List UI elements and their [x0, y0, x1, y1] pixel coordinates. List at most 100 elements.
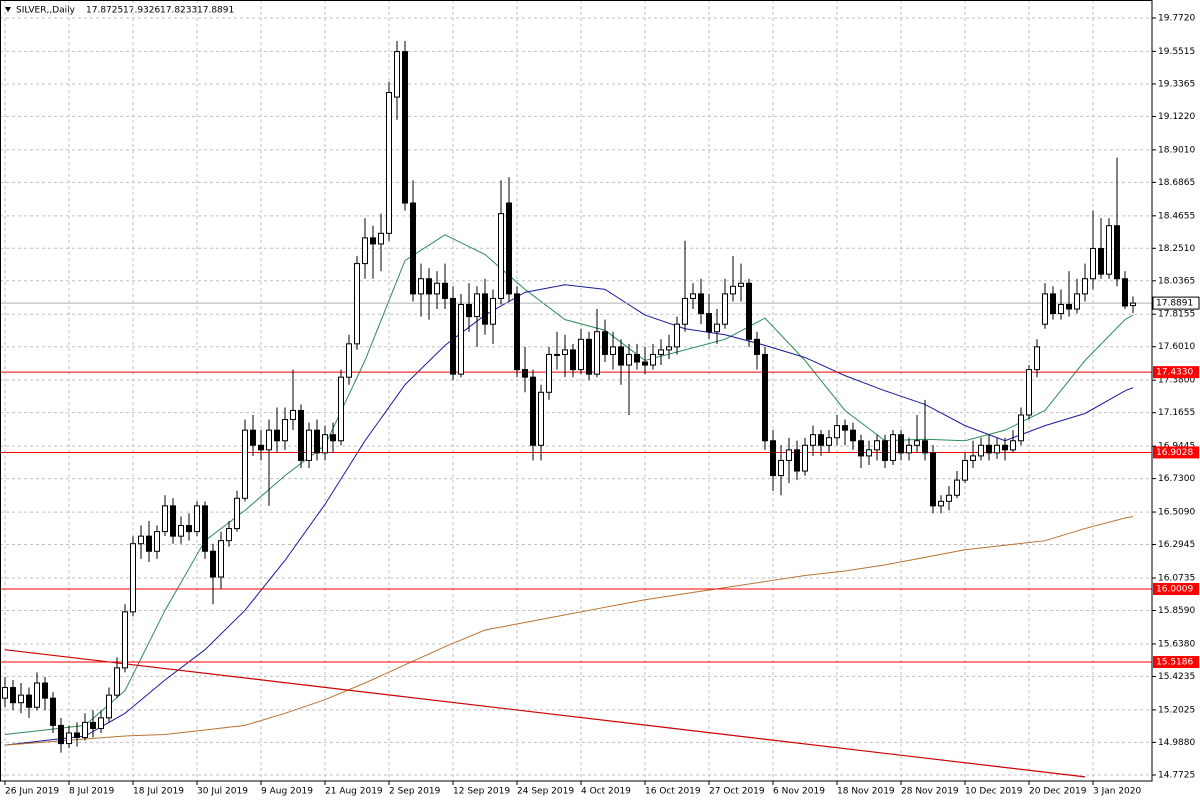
candle-body: [1026, 369, 1032, 416]
candle-body: [666, 346, 672, 351]
candle-body: [594, 331, 600, 375]
x-tick-label: 12 Sep 2019: [453, 787, 510, 797]
x-tick-label: 9 Aug 2019: [261, 787, 313, 797]
candle-body: [578, 338, 584, 371]
x-tick-label: 24 Sep 2019: [517, 787, 574, 797]
candle-body: [882, 440, 888, 461]
level-label: 16.0009: [1156, 585, 1193, 595]
y-tick-label: 15.8590: [1158, 606, 1195, 616]
candle-body: [306, 429, 312, 461]
level-tag: [1153, 583, 1199, 596]
candle-body: [138, 535, 144, 545]
y-tick-label: 17.6010: [1158, 342, 1195, 352]
candle-body: [954, 479, 960, 496]
y-tick-label: 15.2025: [1158, 705, 1195, 715]
candle-body: [210, 550, 216, 578]
candle-body: [818, 434, 824, 446]
candle-body: [970, 455, 976, 461]
candle-body: [50, 697, 56, 726]
candle-body: [474, 293, 480, 318]
candle-body: [370, 237, 376, 245]
candle-body: [338, 376, 344, 442]
candle-body: [762, 353, 768, 442]
y-tick-label: 19.3365: [1158, 79, 1195, 89]
x-tick-label: 16 Oct 2019: [645, 787, 701, 797]
candle-body: [946, 494, 952, 502]
x-tick-label: 18 Nov 2019: [837, 787, 895, 797]
last-price-tag: [1152, 296, 1200, 310]
chart-title: SILVER,,Daily: [16, 6, 76, 16]
candle-body: [690, 293, 696, 299]
y-tick-label: 14.7725: [1158, 771, 1195, 781]
candle-body: [490, 297, 496, 325]
candle-body: [626, 353, 632, 366]
candle-body: [362, 237, 368, 265]
candle-body: [754, 338, 760, 355]
candle-body: [354, 263, 360, 345]
candle-body: [898, 434, 904, 454]
candle-body: [418, 278, 424, 295]
candle-body: [2, 687, 8, 699]
candle-body: [930, 452, 936, 507]
candle-body: [866, 449, 872, 457]
candle-body: [66, 732, 72, 745]
candle-body: [482, 293, 488, 325]
candle-body: [530, 376, 536, 446]
candle-body: [18, 694, 24, 704]
candle-body: [42, 682, 48, 699]
candle-body: [242, 429, 248, 499]
y-tick-label: 15.6380: [1158, 639, 1195, 649]
candle-body: [74, 732, 80, 739]
candle-body: [1010, 440, 1016, 451]
candle-body: [914, 440, 920, 446]
candle-body: [722, 293, 728, 325]
candle-body: [826, 437, 832, 446]
candle-body: [218, 540, 224, 578]
candle-body: [146, 535, 152, 552]
candle-body: [1090, 247, 1096, 280]
candle-body: [634, 353, 640, 363]
candle-body: [570, 349, 576, 371]
candle-body: [410, 202, 416, 295]
x-tick-label: 18 Jul 2019: [133, 787, 184, 797]
moving-average: [4, 284, 1134, 746]
candle-body: [938, 500, 944, 507]
y-tick-label: 16.2945: [1158, 540, 1195, 550]
candle-body: [1042, 293, 1048, 325]
y-tick-label: 16.5090: [1158, 508, 1195, 518]
candle-body: [986, 444, 992, 454]
candle-body: [1018, 414, 1024, 442]
candle-body: [618, 346, 624, 366]
y-tick-label: 19.5515: [1158, 47, 1195, 57]
candle-body: [786, 449, 792, 461]
candle-body: [546, 353, 552, 393]
candle-body: [130, 543, 136, 613]
candle-body: [1074, 293, 1080, 310]
ohlc-high: 17.9326: [123, 6, 160, 16]
y-tick-label: 18.9010: [1158, 145, 1195, 155]
y-tick-label: 19.1220: [1158, 112, 1195, 122]
candle-body: [554, 353, 560, 356]
y-tick-label: 17.1655: [1158, 408, 1195, 418]
candle-body: [122, 611, 128, 669]
level-label: 15.5186: [1156, 658, 1193, 668]
candle-body: [234, 497, 240, 530]
candle-body: [226, 528, 232, 542]
x-tick-label: 21 Aug 2019: [325, 787, 383, 797]
moving-average: [4, 234, 1134, 735]
x-tick-label: 30 Jul 2019: [197, 787, 248, 797]
candle-body: [34, 682, 40, 708]
candle-body: [994, 444, 1000, 454]
candle-body: [810, 434, 816, 446]
candle-body: [114, 667, 120, 696]
candle-body: [858, 440, 864, 457]
y-tick-label: 18.2510: [1158, 244, 1195, 254]
candle-body: [498, 213, 504, 299]
y-tick-label: 15.4235: [1158, 672, 1195, 682]
candle-body: [194, 505, 200, 533]
y-tick-label: 17.8155: [1158, 310, 1195, 320]
candle-body: [1002, 444, 1008, 451]
candle-body: [1082, 278, 1088, 295]
candle-body: [514, 293, 520, 371]
candle-body: [1098, 247, 1104, 275]
